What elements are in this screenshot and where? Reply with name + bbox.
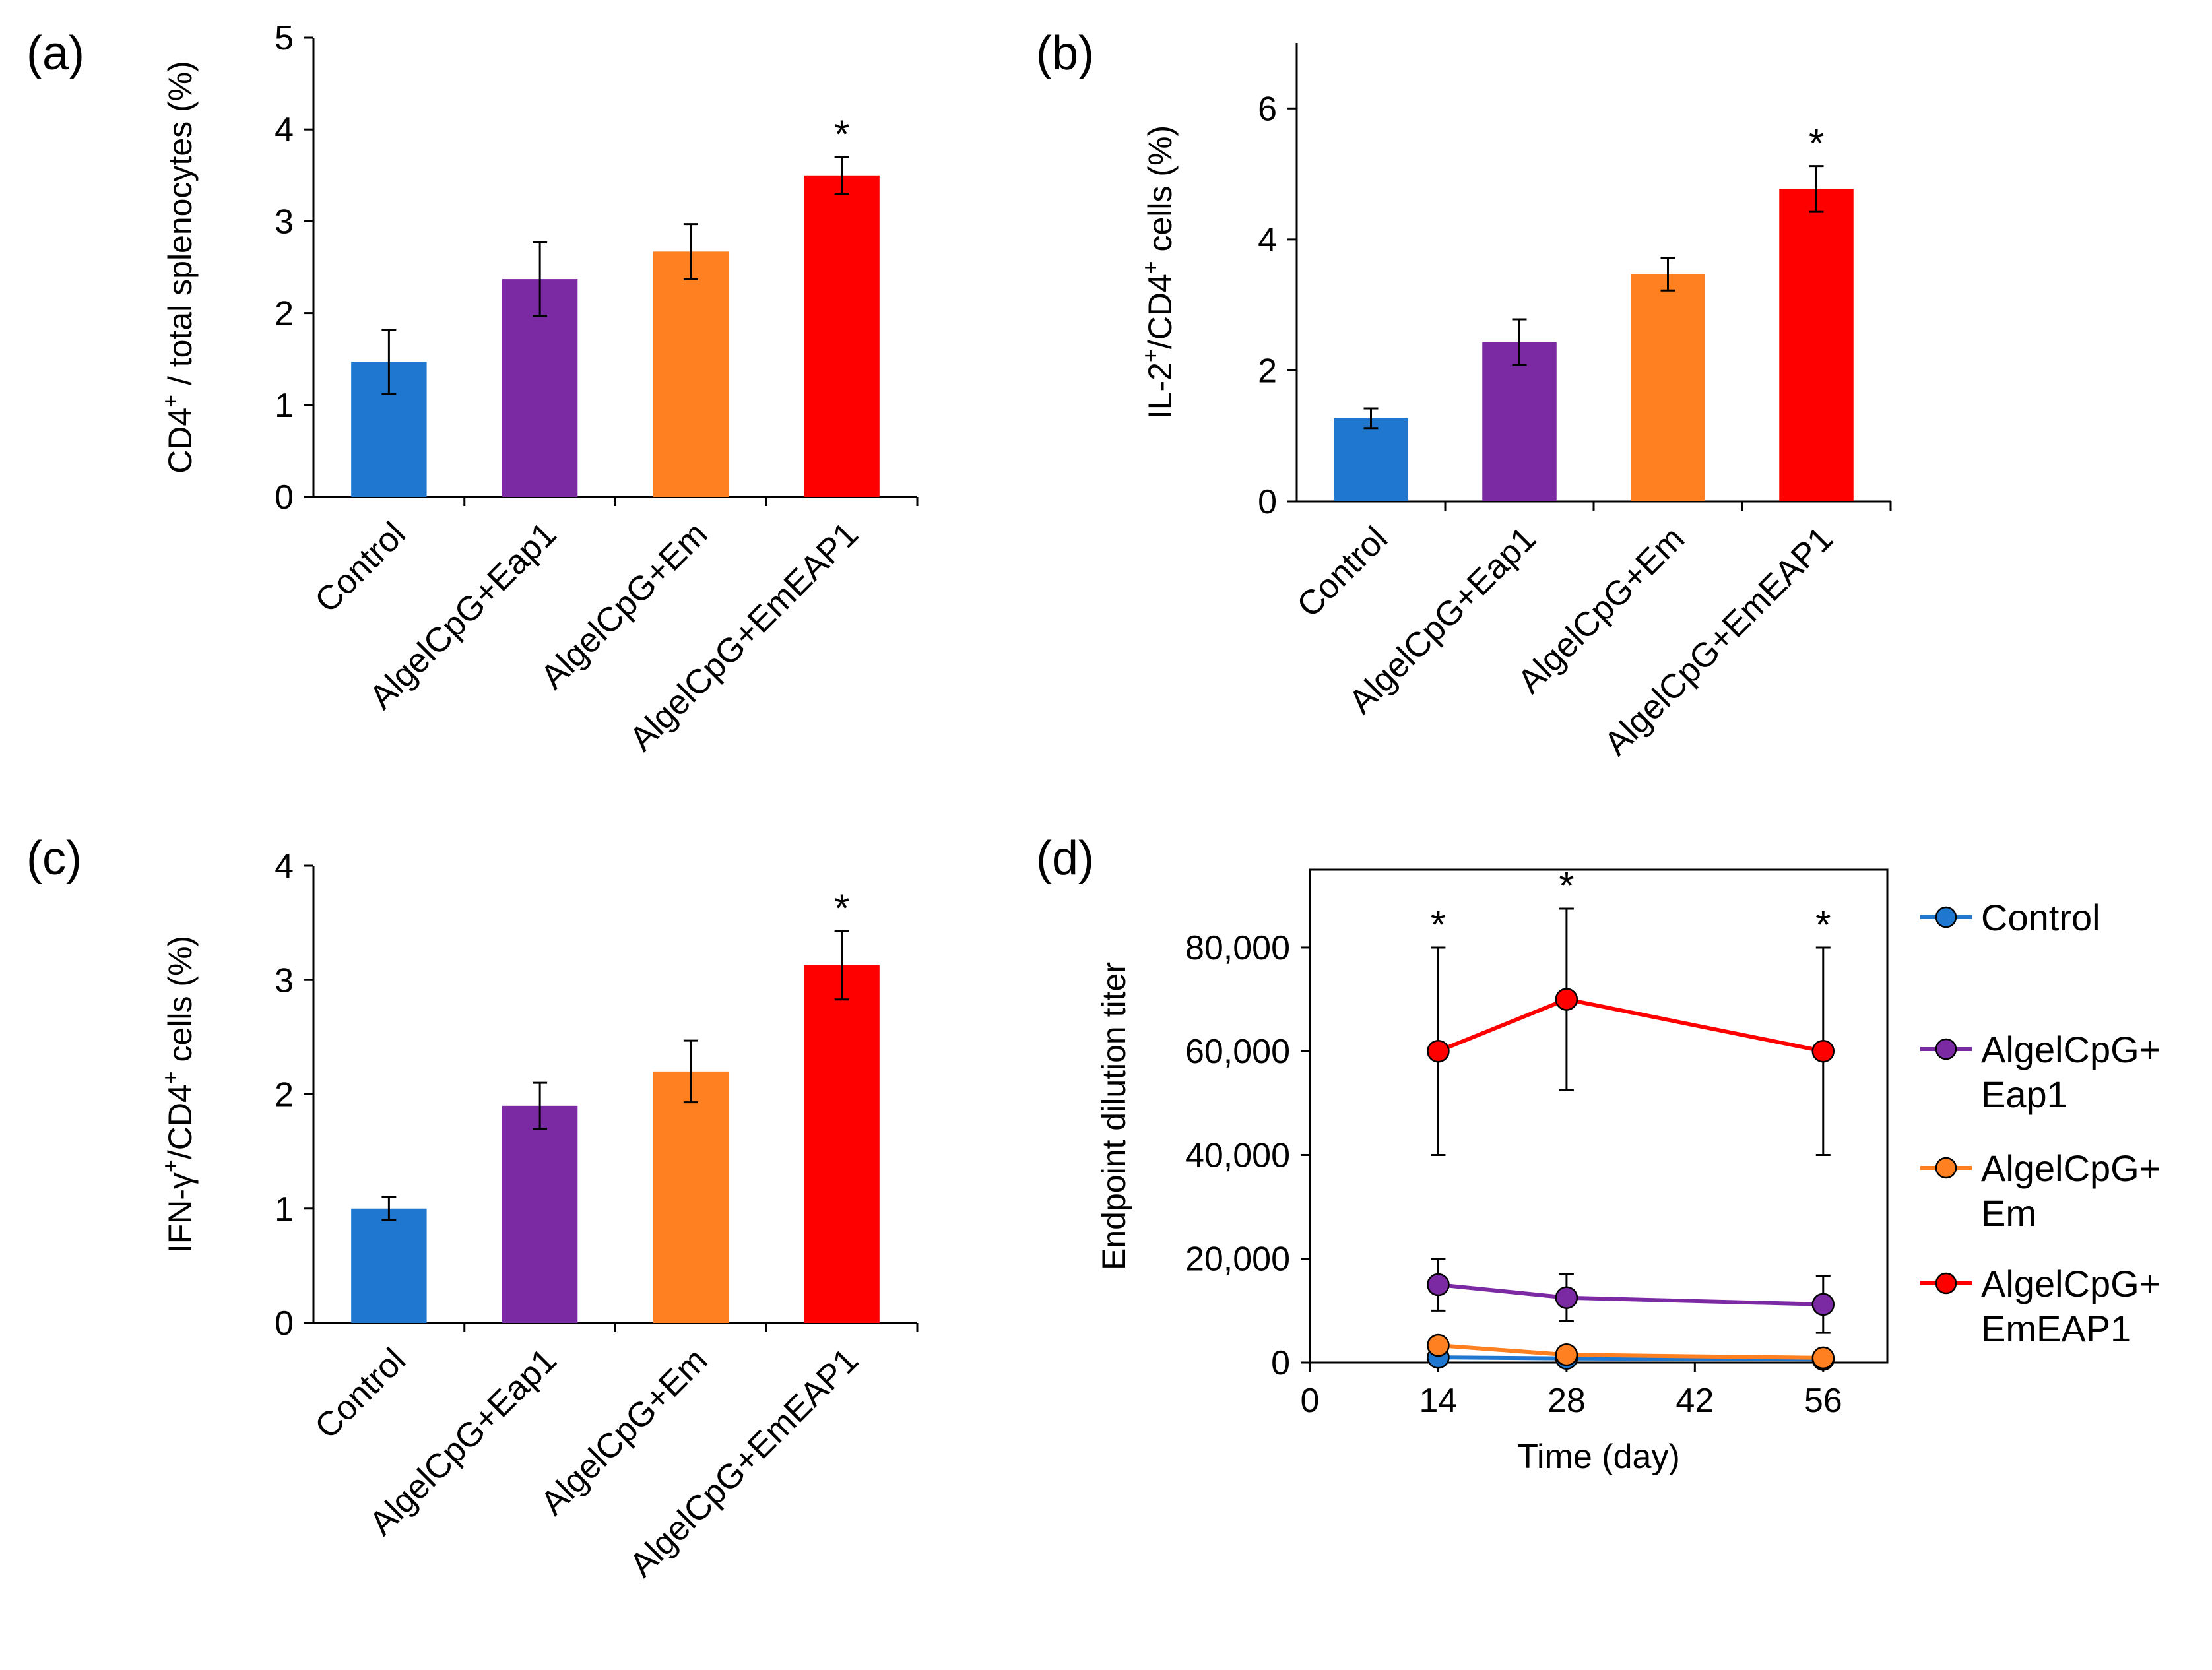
data-point-AlgelCpG+Em (1427, 1333, 1450, 1357)
significance-marker: * (1809, 121, 1824, 166)
y-tick-label: 2 (275, 1076, 294, 1114)
category-label: Control (308, 515, 413, 620)
y-axis-label: CD4+ / total splenocytes (%) (158, 61, 199, 474)
y-tick-label: 0 (275, 1304, 294, 1343)
significance-marker: * (834, 886, 849, 930)
bar-Control (351, 1208, 427, 1323)
y-tick-label: 80,000 (1185, 929, 1290, 967)
y-tick-label: 2 (275, 295, 294, 333)
data-point-AlgelCpG+Em (1811, 1346, 1835, 1370)
y-tick-label: 2 (1258, 352, 1277, 390)
series-line-AlgelCpG+Eap1 (1438, 1283, 1823, 1306)
y-axis-label: IFN-γ+/CD4+ cells (%) (158, 936, 199, 1253)
significance-marker: * (1559, 864, 1574, 908)
legend-marker (1935, 1038, 1957, 1060)
y-axis-label-part: / total splenocytes (%) (162, 61, 199, 395)
y-tick-label: 0 (275, 478, 294, 517)
legend-entry-AlgelCpG+Eap1: AlgelCpG+Eap1 (1920, 1029, 2161, 1115)
y-tick-label: 4 (275, 847, 294, 885)
category-label: Control (308, 1341, 413, 1446)
bar-AlgelCpG+Eap1 (502, 1105, 578, 1323)
x-axis-label: Time (day) (1517, 1438, 1680, 1476)
legend-entry-Control: Control (1920, 897, 2100, 938)
superscript-plus: + (158, 395, 183, 408)
data-point-AlgelCpG+Eap1 (1811, 1293, 1835, 1316)
legend-label: AlgelCpG+ (1981, 1147, 2161, 1189)
panel-d-line-chart: (d) 0 20,000 40,000 60,000 80,000 0 14 28 42 56 Tim… (1036, 832, 2161, 1476)
data-point-AlgelCpG+Em (1555, 1343, 1578, 1366)
y-tick-label: 60,000 (1185, 1033, 1290, 1071)
data-point-AlgelCpG+Eap1 (1427, 1273, 1450, 1297)
x-tick-label: 0 (1301, 1382, 1320, 1420)
plot-frame (1309, 868, 1889, 1364)
panel-a-bar-chart: (a) 0 1 2 3 4 5 CD4+ / total splenocytes (%) Con… (26, 19, 919, 759)
x-tick-label: 42 (1675, 1382, 1714, 1420)
bar-Control (1334, 418, 1408, 501)
significance-marker: * (1815, 903, 1831, 947)
y-axis-label-part: cells (%) (1142, 125, 1179, 261)
legend-marker (1935, 1157, 1957, 1179)
bar-AlgelCpG+Eap1 (1482, 342, 1557, 501)
significance-marker: * (1431, 903, 1446, 947)
y-tick-label: 3 (275, 961, 294, 1000)
y-axis-label: Endpoint dilution titer (1095, 962, 1132, 1270)
y-axis-label-part: IL-2 (1142, 362, 1179, 419)
panel-label: (c) (26, 832, 82, 885)
y-tick-label: 6 (1258, 90, 1277, 128)
y-axis-label: IL-2+/CD4+ cells (%) (1138, 125, 1179, 419)
data-point-AlgelCpG+EmEAP1 (1811, 1039, 1835, 1063)
superscript-plus: + (1138, 261, 1163, 274)
y-tick-label: 1 (275, 387, 294, 425)
superscript-plus: + (158, 1071, 183, 1084)
legend-marker (1935, 1272, 1957, 1295)
y-tick-label: 1 (275, 1190, 294, 1229)
y-tick-label: 0 (1271, 1344, 1290, 1382)
data-point-AlgelCpG+EmEAP1 (1427, 1039, 1450, 1063)
y-axis-label-part: /CD4 (1142, 274, 1179, 349)
data-point-AlgelCpG+Eap1 (1555, 1286, 1578, 1309)
panel-label: (b) (1036, 27, 1094, 80)
x-tick-label: 14 (1419, 1382, 1458, 1420)
panel-label: (a) (26, 27, 84, 80)
legend-label: Control (1981, 897, 2100, 938)
category-label: Control (1289, 519, 1395, 625)
y-axis-label-part: cells (%) (162, 936, 199, 1072)
legend-entry-AlgelCpG+Em: AlgelCpG+Em (1920, 1147, 2161, 1234)
x-tick-label: 28 (1547, 1382, 1586, 1420)
significance-marker: * (834, 112, 849, 156)
legend-label: Eap1 (1981, 1074, 2067, 1115)
legend-label: AlgelCpG+ (1981, 1029, 2161, 1070)
legend-label: EmEAP1 (1981, 1308, 2131, 1349)
y-tick-label: 40,000 (1185, 1136, 1290, 1174)
bar-AlgelCpG+EmEAP1 (804, 175, 880, 497)
y-tick-label: 20,000 (1185, 1240, 1290, 1279)
legend-label: Em (1981, 1192, 2036, 1234)
panel-label: (d) (1036, 832, 1094, 885)
bar-AlgelCpG+Em (653, 1071, 729, 1323)
legend-entry-AlgelCpG+EmEAP1: AlgelCpG+EmEAP1 (1920, 1263, 2161, 1349)
y-axis-label-part: /CD4 (162, 1084, 199, 1159)
bar-AlgelCpG+EmEAP1 (804, 965, 880, 1323)
y-axis-label-part: IFN-γ (162, 1172, 199, 1253)
bar-AlgelCpG+Em (1631, 274, 1705, 501)
legend-marker (1935, 906, 1957, 928)
y-axis-label-part: CD4 (162, 408, 199, 474)
y-tick-label: 5 (275, 19, 294, 57)
bar-AlgelCpG+Em (653, 251, 729, 497)
series-line-AlgelCpG+EmEAP1 (1437, 997, 1824, 1054)
bar-AlgelCpG+EmEAP1 (1779, 189, 1854, 501)
superscript-plus: + (1138, 349, 1163, 362)
x-tick-label: 56 (1804, 1382, 1842, 1420)
legend-label: AlgelCpG+ (1981, 1263, 2161, 1304)
data-point-AlgelCpG+EmEAP1 (1555, 988, 1578, 1011)
y-tick-label: 0 (1258, 483, 1277, 521)
superscript-plus: + (158, 1159, 183, 1172)
y-tick-label: 4 (1258, 221, 1277, 259)
y-tick-label: 3 (275, 203, 294, 241)
y-tick-label: 4 (275, 111, 294, 149)
